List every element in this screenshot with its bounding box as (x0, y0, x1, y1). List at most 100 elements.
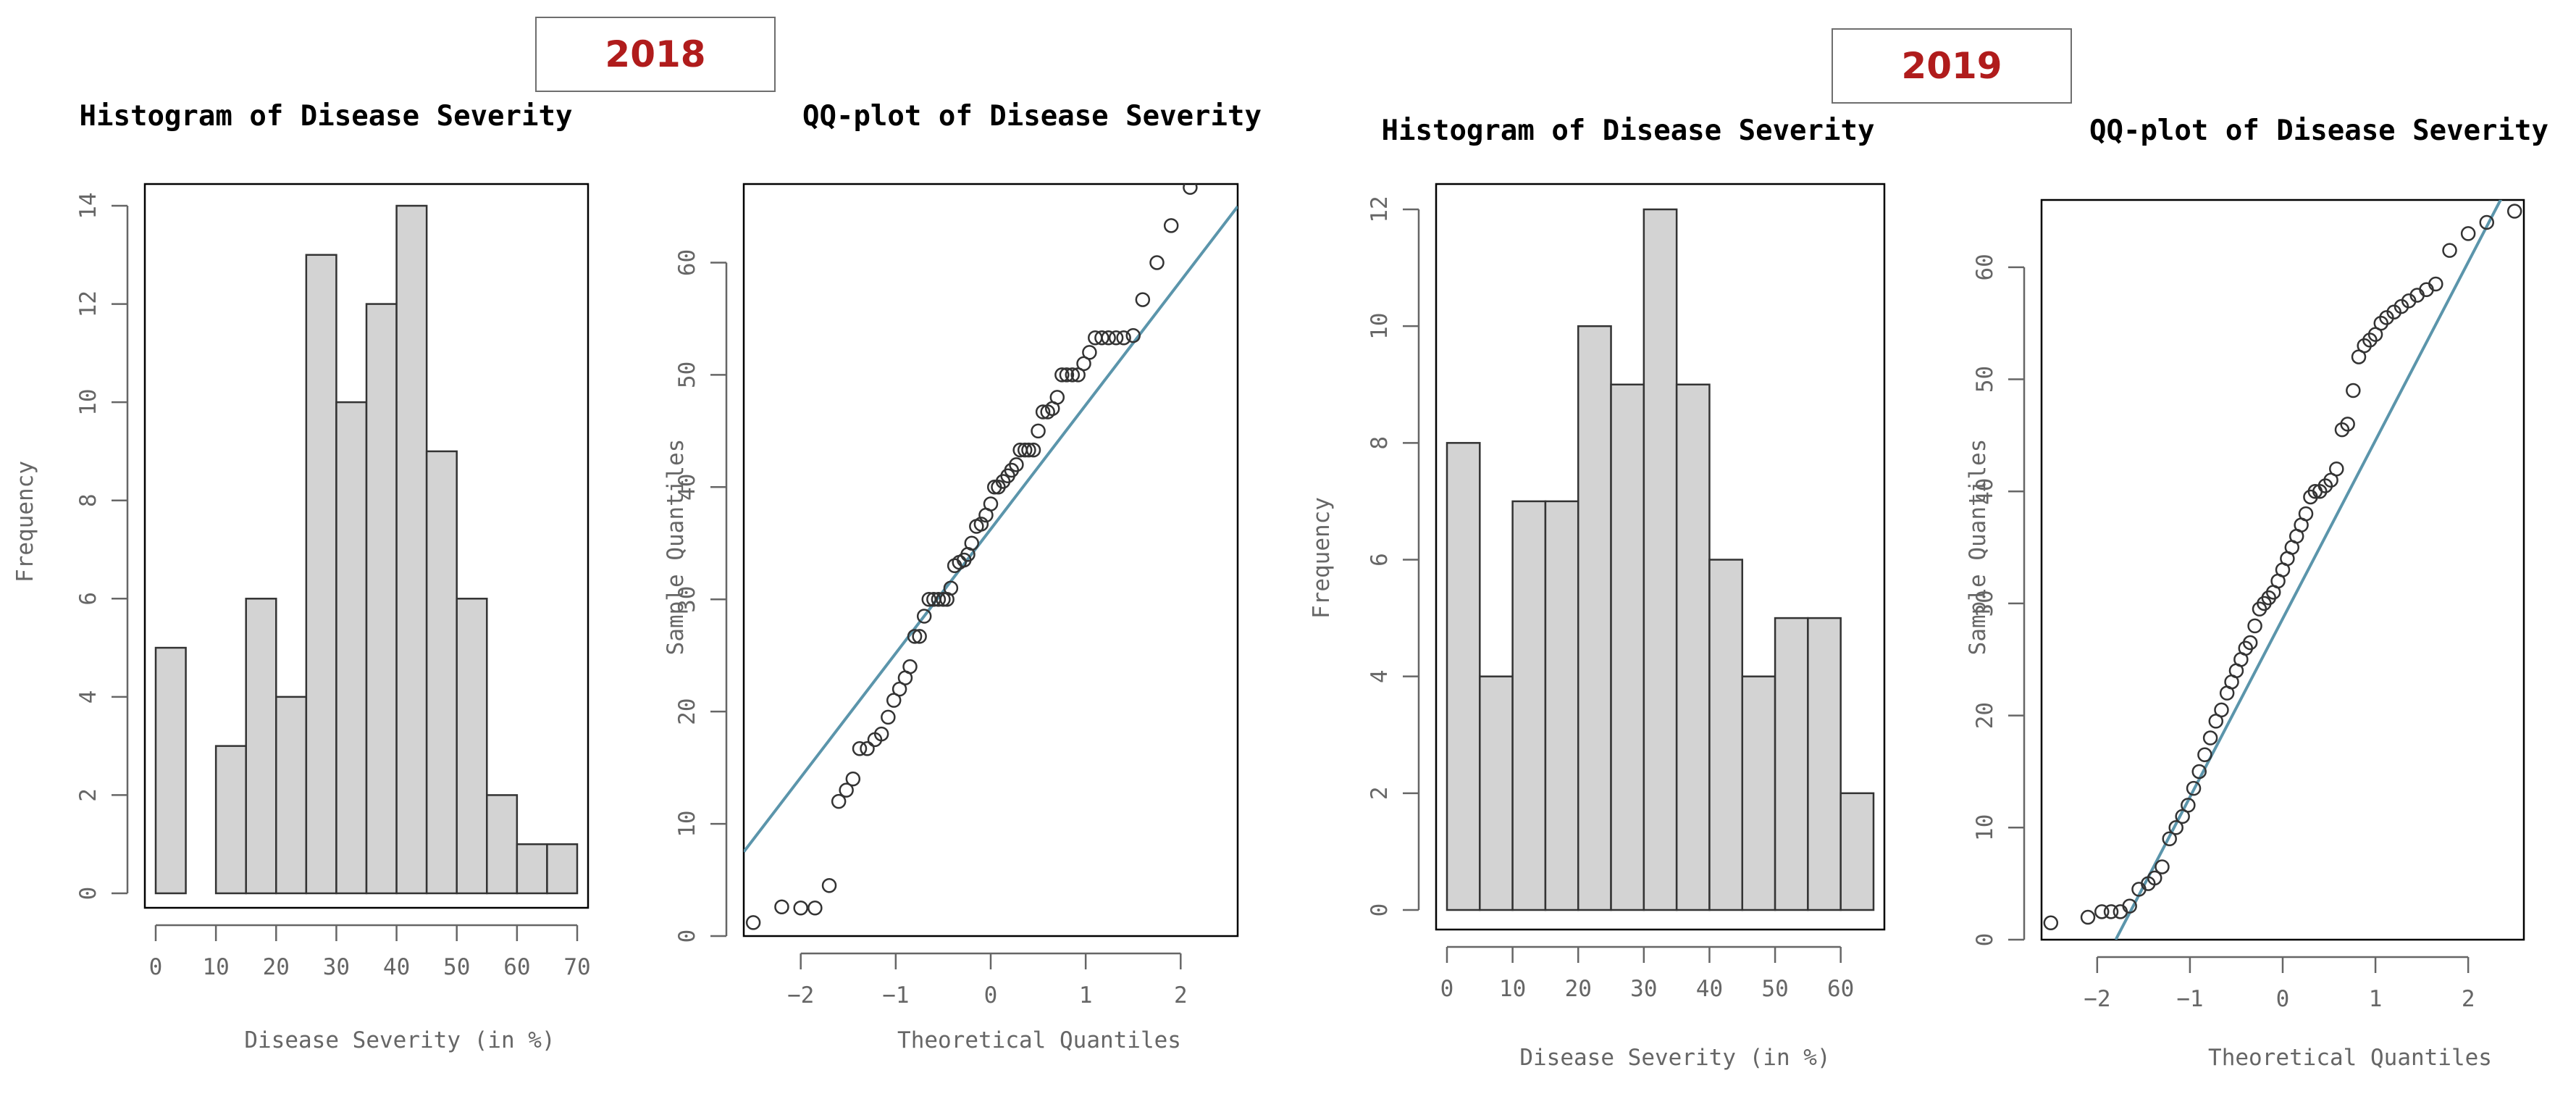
qq-point (964, 535, 980, 551)
histogram-bar (154, 646, 187, 895)
qq-point (2155, 859, 2170, 874)
year-text-2019: 2019 (1901, 45, 2002, 87)
y-tick-label: 2 (1367, 786, 1393, 800)
histogram-bar (1446, 442, 1481, 911)
qq-point (807, 901, 823, 916)
y-tick-label: 0 (674, 930, 700, 943)
qq-point (1116, 330, 1131, 346)
chart-title: Histogram of Disease Severity (1382, 114, 1875, 147)
y-axis-label: Sample Quantiles (663, 439, 689, 656)
histogram-bar (486, 794, 519, 895)
qq-point (1101, 330, 1116, 346)
x-tick-label: 0 (984, 982, 998, 1009)
qq-point (902, 659, 918, 675)
histogram-bar (1774, 617, 1809, 911)
histogram-bar (245, 598, 277, 895)
qq-point (1009, 457, 1024, 472)
qq-point (931, 591, 947, 607)
y-tick-label: 12 (75, 291, 101, 317)
x-tick-label: 50 (443, 954, 470, 980)
qq-point (1135, 292, 1151, 307)
x-tick-label: 60 (1827, 976, 1854, 1002)
y-tick-label: 50 (1972, 366, 1998, 393)
chart-title: QQ-plot of Disease Severity (802, 100, 1262, 133)
plot-content (154, 204, 579, 895)
histogram-bar (214, 745, 247, 895)
histogram-bar (546, 843, 579, 895)
qq-point (2506, 204, 2522, 219)
qq-point (1054, 367, 1070, 383)
qq-point (873, 726, 889, 742)
qq-point (1108, 330, 1124, 346)
y-tick-label: 8 (75, 493, 101, 507)
qq-point (745, 915, 761, 930)
histogram-bar (1675, 383, 1711, 911)
qq-point (881, 709, 896, 725)
plot-content (2043, 200, 2522, 940)
histogram-bar (1708, 559, 1744, 911)
histogram-bar (425, 450, 458, 895)
qq-point (2242, 635, 2258, 651)
y-tick-label: 40 (1972, 478, 1998, 505)
x-tick-label: 10 (1499, 976, 1526, 1002)
qq-point (907, 629, 923, 644)
qq-point (912, 629, 927, 644)
y-tick-label: 10 (1367, 313, 1393, 340)
qq-point (2214, 702, 2229, 718)
x-tick-label: 30 (1630, 976, 1657, 1002)
qq-point (2191, 764, 2207, 780)
qq-point (2043, 915, 2059, 931)
qq-point (1149, 255, 1165, 270)
qq-point (1049, 390, 1065, 405)
x-tick-label: −1 (2176, 986, 2203, 1012)
x-tick-label: 40 (383, 954, 410, 980)
histogram-bar (1479, 675, 1514, 911)
y-tick-label: 14 (75, 192, 101, 219)
x-tick-label: 0 (1440, 976, 1454, 1002)
x-tick-label: −2 (787, 982, 814, 1009)
qq-point (2442, 243, 2457, 258)
x-axis-label: Theoretical Quantiles (897, 1027, 1181, 1053)
qq-point (2080, 909, 2096, 925)
x-axis-label: Disease Severity (in %) (244, 1027, 555, 1053)
qq-point (943, 580, 959, 596)
qq-point (2428, 276, 2443, 292)
qq-point (2298, 506, 2314, 522)
qq-point (2247, 618, 2262, 634)
x-tick-label: 60 (503, 954, 530, 980)
histogram-bar (1741, 675, 1776, 911)
y-tick-label: 2 (75, 788, 101, 802)
plot-frame (143, 183, 590, 909)
qq-point (839, 782, 854, 798)
x-tick-label: 20 (1565, 976, 1592, 1002)
qq-point (1082, 345, 1097, 360)
y-tick-label: 4 (1367, 669, 1393, 683)
qq-point (1025, 442, 1041, 458)
x-tick-label: 10 (202, 954, 229, 980)
qq-reference-line (744, 205, 1238, 853)
y-tick-label: 6 (75, 592, 101, 606)
histogram-bar (275, 696, 308, 895)
qq-point (2147, 870, 2162, 886)
qq-point (936, 591, 951, 607)
plot-frame (1435, 183, 1886, 931)
y-tick-label: 30 (674, 586, 700, 613)
qq-point (1163, 218, 1179, 233)
x-axis-label: Theoretical Quantiles (2208, 1045, 2492, 1071)
y-tick-label: 8 (1367, 436, 1393, 450)
y-tick-label: 20 (1972, 702, 1998, 729)
qq-plot-2019: QQ-plot of Disease Severity−2 −1 0 1 2010203… (1965, 114, 2548, 1071)
chart-title: Histogram of Disease Severity (80, 100, 573, 133)
y-tick-label: 6 (1367, 553, 1393, 567)
qq-point (774, 899, 789, 914)
qq-point (2460, 226, 2476, 241)
year-text-2018: 2018 (605, 33, 705, 75)
plot-content (744, 184, 1238, 930)
y-tick-label: 0 (1367, 903, 1393, 917)
qq-point (2181, 798, 2196, 813)
qq-point (1183, 184, 1198, 195)
histogram-bar (1839, 792, 1875, 911)
x-tick-label: 40 (1696, 976, 1723, 1002)
